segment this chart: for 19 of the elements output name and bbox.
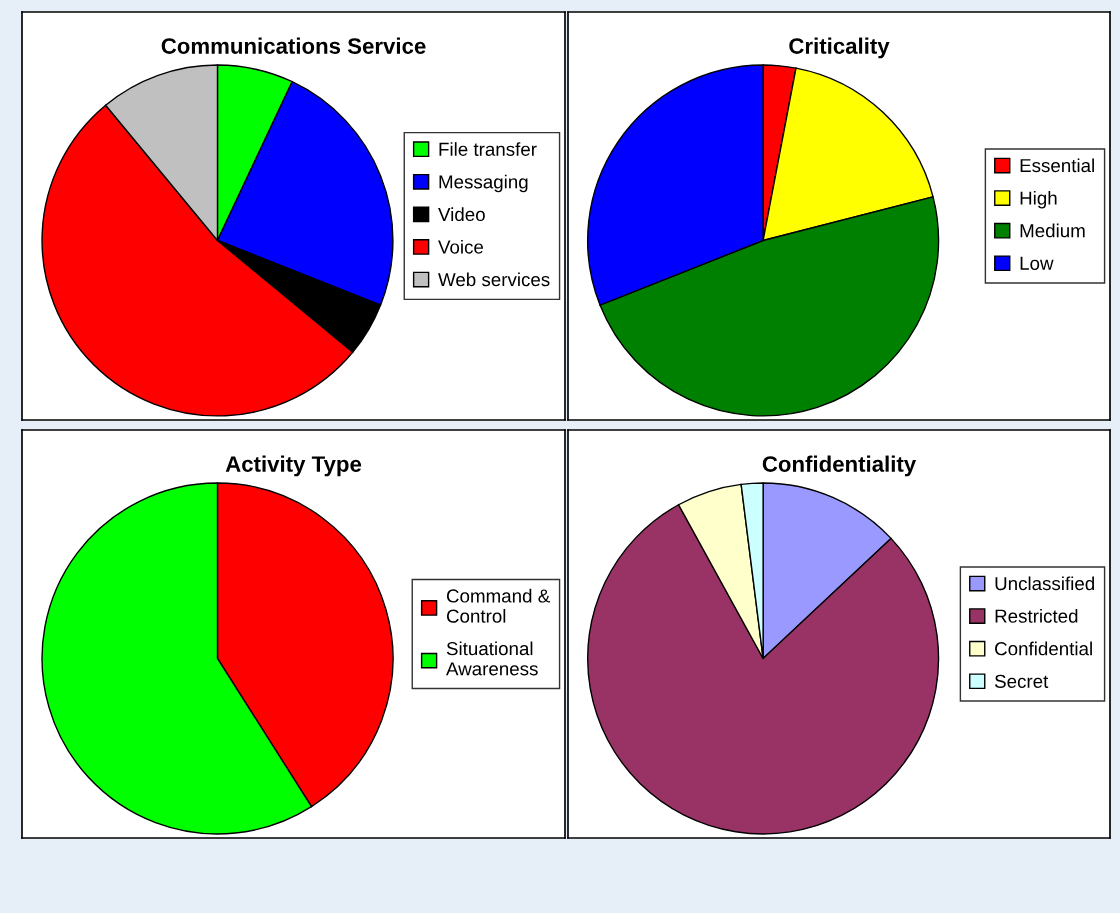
legend-label: High xyxy=(1020,191,1057,209)
legend-label: Restricted xyxy=(995,609,1078,623)
legend-label: Medium xyxy=(1020,223,1085,238)
legend-label: Secret xyxy=(994,674,1049,688)
legend-label: Unclassified xyxy=(995,576,1094,591)
legend-label: Web services xyxy=(438,272,550,287)
legend-label: Situational Awareness xyxy=(446,641,538,676)
legend-label: Confidential xyxy=(995,641,1092,656)
chart-title: Confidentiality xyxy=(762,455,917,477)
chart-title: Activity Type xyxy=(225,455,362,477)
legend-label: File transfer xyxy=(439,142,537,156)
chart-title: Criticality xyxy=(789,37,890,59)
legend-label: Low xyxy=(1020,256,1054,270)
chart-title: Communications Service xyxy=(161,37,426,54)
legend-label: Messaging xyxy=(439,174,528,193)
legend-label: Command & Control xyxy=(446,588,550,623)
legend-label: Essential xyxy=(1020,158,1094,173)
legend-label: Voice xyxy=(438,239,484,254)
legend-label: Video xyxy=(438,207,485,222)
